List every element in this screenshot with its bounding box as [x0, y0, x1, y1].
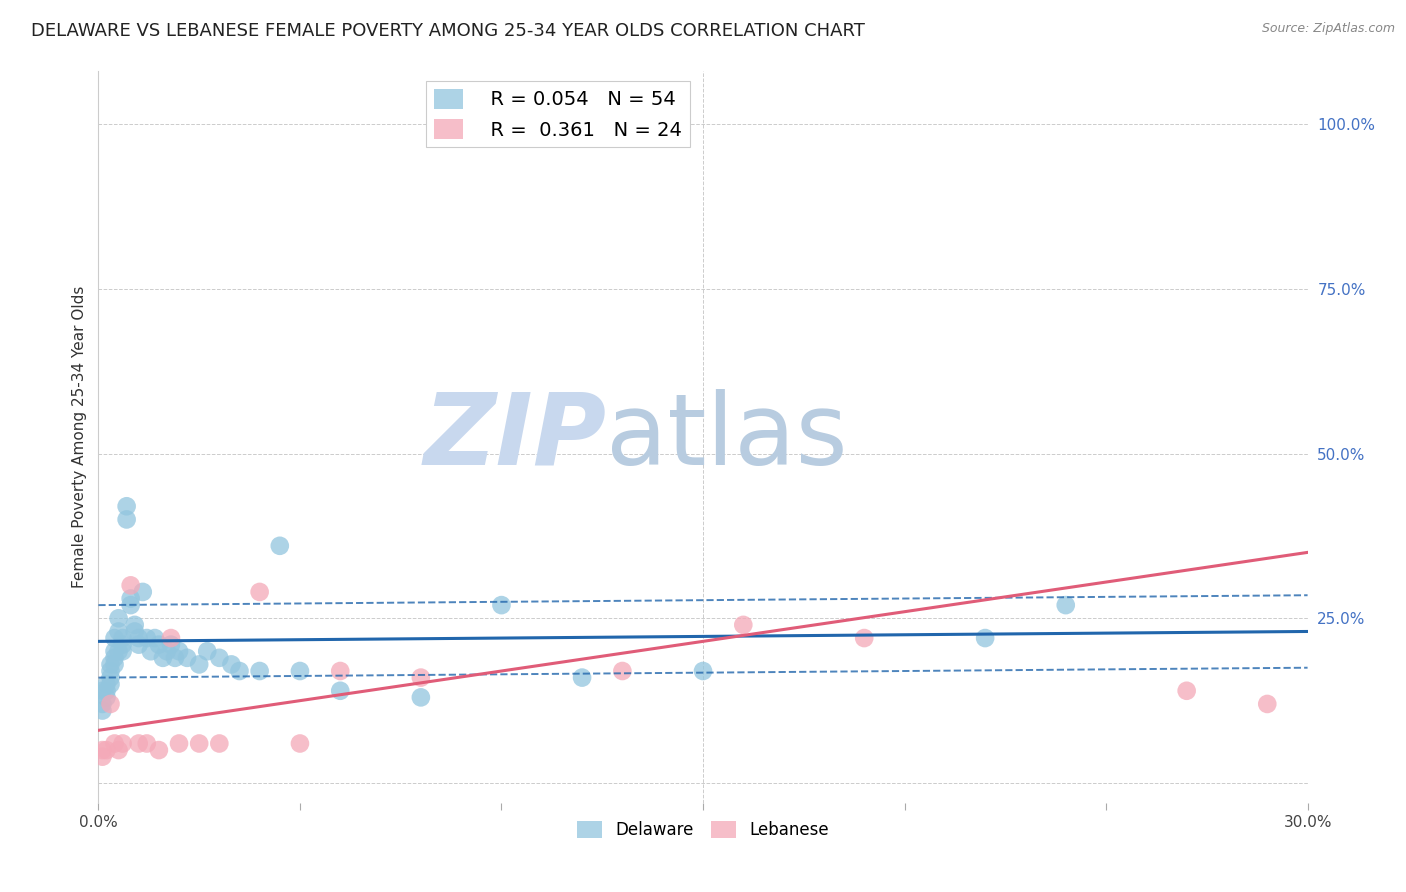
Point [100, 677, 122, 691]
Point [91, 743, 114, 757]
Point [409, 671, 432, 685]
Point [135, 737, 157, 751]
Point [100, 697, 122, 711]
Point [288, 664, 311, 678]
Point [124, 618, 146, 632]
Text: atlas: atlas [606, 389, 848, 485]
Point [167, 737, 190, 751]
Point [128, 631, 150, 645]
Point [96, 690, 118, 705]
Point [148, 743, 170, 757]
Point [491, 598, 513, 612]
Point [160, 631, 183, 645]
Point [100, 657, 122, 672]
Point [571, 671, 593, 685]
Point [1256, 697, 1278, 711]
Point [135, 631, 157, 645]
Point [188, 657, 211, 672]
Point [139, 644, 162, 658]
Point [1054, 598, 1077, 612]
Text: DELAWARE VS LEBANESE FEMALE POVERTY AMONG 25-34 YEAR OLDS CORRELATION CHART: DELAWARE VS LEBANESE FEMALE POVERTY AMON… [31, 22, 865, 40]
Point [111, 631, 134, 645]
Point [103, 631, 125, 645]
Point [96, 743, 118, 757]
Point [103, 737, 125, 751]
Point [612, 664, 634, 678]
Point [208, 650, 231, 665]
Point [91, 704, 114, 718]
Point [128, 638, 150, 652]
Point [120, 591, 142, 606]
Point [329, 664, 352, 678]
Point [111, 737, 134, 751]
Point [100, 664, 122, 678]
Point [96, 677, 118, 691]
Point [692, 664, 714, 678]
Point [176, 650, 198, 665]
Point [163, 650, 186, 665]
Point [221, 657, 243, 672]
Point [195, 644, 218, 658]
Point [612, 130, 634, 145]
Point [115, 512, 138, 526]
Point [103, 657, 125, 672]
Point [974, 631, 997, 645]
Point [156, 644, 179, 658]
Point [111, 644, 134, 658]
Point [152, 650, 174, 665]
Point [208, 737, 231, 751]
Point [124, 624, 146, 639]
Point [107, 743, 129, 757]
Point [91, 749, 114, 764]
Point [228, 664, 250, 678]
Point [96, 683, 118, 698]
Point [107, 624, 129, 639]
Text: ZIP: ZIP [423, 389, 606, 485]
Point [269, 539, 291, 553]
Point [91, 697, 114, 711]
Point [103, 644, 125, 658]
Point [91, 683, 114, 698]
Point [107, 611, 129, 625]
Point [111, 638, 134, 652]
Point [409, 690, 432, 705]
Point [249, 585, 271, 599]
Point [249, 664, 271, 678]
Point [115, 500, 138, 514]
Point [167, 644, 190, 658]
Point [853, 631, 876, 645]
Point [132, 585, 155, 599]
Point [160, 638, 183, 652]
Y-axis label: Female Poverty Among 25-34 Year Olds: Female Poverty Among 25-34 Year Olds [72, 286, 87, 588]
Point [128, 737, 150, 751]
Point [120, 598, 142, 612]
Point [103, 650, 125, 665]
Point [1175, 683, 1198, 698]
Point [329, 683, 352, 698]
Point [288, 737, 311, 751]
Point [733, 618, 755, 632]
Point [143, 631, 166, 645]
Point [107, 644, 129, 658]
Legend: Delaware, Lebanese: Delaware, Lebanese [571, 814, 835, 846]
Point [100, 671, 122, 685]
Point [148, 638, 170, 652]
Point [188, 737, 211, 751]
Point [120, 578, 142, 592]
Text: Source: ZipAtlas.com: Source: ZipAtlas.com [1261, 22, 1395, 36]
